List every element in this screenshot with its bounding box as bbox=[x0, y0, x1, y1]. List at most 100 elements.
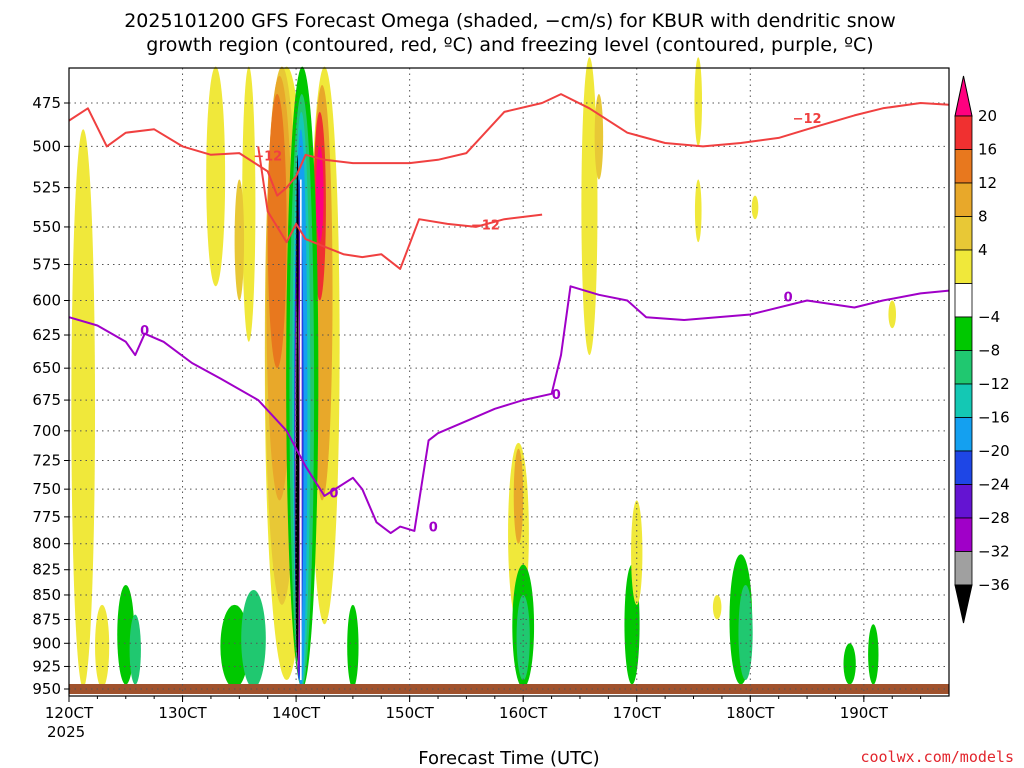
contour-label-0: −12 bbox=[793, 112, 822, 127]
colorbar-bottom-arrow bbox=[954, 584, 973, 624]
y-tick-label-575: 575 bbox=[32, 256, 61, 274]
omega-blob-20 bbox=[95, 604, 110, 688]
contour-label-4: 0 bbox=[552, 388, 561, 403]
contour-layer bbox=[68, 93, 950, 535]
omega-blob-8 bbox=[206, 66, 226, 287]
colorbar-swatch-4 bbox=[954, 216, 973, 251]
colorbar-label-13: −36 bbox=[978, 576, 1010, 594]
colorbar-swatch-5 bbox=[954, 249, 973, 284]
omega-blob-28 bbox=[712, 594, 722, 620]
omega-blob-14 bbox=[241, 589, 266, 688]
y-tick-label-850: 850 bbox=[32, 586, 61, 604]
contour-label-2: −12 bbox=[253, 149, 282, 164]
x-tick-label-170CT: 170CT bbox=[613, 704, 662, 722]
x-axis-ticks: 120CT 130CT 140CT 150CT 160CT 170CT 180CT 190CT bbox=[45, 696, 922, 722]
contour-labels: −12 −12 −12 0 0 0 0 0 bbox=[140, 112, 821, 536]
omega-blob-15 bbox=[347, 604, 359, 688]
y-tick-label-950: 950 bbox=[32, 680, 61, 698]
omega-core-9 bbox=[296, 154, 299, 356]
omega-blob-25 bbox=[843, 643, 856, 685]
colorbar-label-8: −16 bbox=[978, 409, 1010, 427]
omega-blob-33 bbox=[581, 57, 598, 356]
omega-blob-29 bbox=[888, 300, 897, 329]
contour-label-5: 0 bbox=[784, 291, 793, 306]
dgz-upper-contour bbox=[68, 93, 950, 197]
omega-blob-34 bbox=[594, 94, 604, 180]
contour-label-7: 0 bbox=[429, 521, 438, 536]
chart-title-line1: 2025101200 GFS Forecast Omega (shaded, −… bbox=[124, 10, 896, 32]
y-tick-label-475: 475 bbox=[32, 94, 61, 112]
colorbar-label-2: 12 bbox=[978, 174, 997, 192]
omega-blob-17 bbox=[516, 594, 530, 681]
x-tick-label-150CT: 150CT bbox=[386, 704, 435, 722]
y-tick-label-875: 875 bbox=[32, 610, 61, 628]
omega-core-outline bbox=[300, 179, 302, 681]
colorbar-swatch-6 bbox=[954, 283, 973, 318]
omega-blob-31 bbox=[694, 179, 702, 243]
y-tick-label-900: 900 bbox=[32, 634, 61, 652]
omega-blob-3 bbox=[267, 94, 287, 369]
colorbar-swatch-12 bbox=[954, 484, 973, 519]
colorbar-label-6: −8 bbox=[978, 342, 1000, 360]
chart-title-line2: growth region (contoured, red, ºC) and f… bbox=[146, 34, 873, 56]
omega-blob-32 bbox=[751, 195, 759, 220]
y-tick-label-825: 825 bbox=[32, 561, 61, 579]
colorbar-swatch-10 bbox=[954, 417, 973, 452]
colorbar-swatch-3 bbox=[954, 182, 973, 217]
colorbar-label-9: −20 bbox=[978, 442, 1010, 460]
y-tick-label-550: 550 bbox=[32, 218, 61, 236]
colorbar-label-11: −28 bbox=[978, 509, 1010, 527]
dotted-grid bbox=[68, 68, 949, 696]
y-tick-label-800: 800 bbox=[32, 535, 61, 553]
y-tick-label-925: 925 bbox=[32, 657, 61, 675]
y-axis-ticks: 475 500 525 550 575 600 625 650 675 700 725 750 775 8… bbox=[32, 94, 69, 698]
colorbar-swatch-14 bbox=[954, 551, 973, 586]
plot-frame bbox=[68, 67, 950, 697]
x-tick-label-130CT: 130CT bbox=[158, 704, 207, 722]
colorbar-swatch-13 bbox=[954, 517, 973, 552]
y-tick-label-775: 775 bbox=[32, 508, 61, 526]
colorbar-top-arrow bbox=[954, 75, 973, 117]
colorbar-swatch-11 bbox=[954, 450, 973, 485]
omega-blob-30 bbox=[694, 57, 703, 147]
colorbar-swatch-7 bbox=[954, 316, 973, 351]
omega-blob-10 bbox=[234, 179, 245, 301]
colorbar-label-12: −32 bbox=[978, 543, 1010, 561]
colorbar-label-3: 8 bbox=[978, 208, 988, 226]
colorbar-swatch-2 bbox=[954, 149, 973, 184]
y-tick-label-700: 700 bbox=[32, 422, 61, 440]
dgz-lower-contour bbox=[257, 146, 543, 270]
omega-blob-12 bbox=[513, 448, 524, 544]
colorbar-label-10: −24 bbox=[978, 476, 1010, 494]
x-tick-label-160CT: 160CT bbox=[499, 704, 548, 722]
x-year-label: 2025 bbox=[47, 723, 85, 741]
colorbar-label-5: −4 bbox=[978, 308, 1000, 326]
colorbar: 20 16 12 8 4 −4 −8 −12 −16 −20 −24 −28 −32 −36 bbox=[954, 75, 1010, 624]
omega-blob-21 bbox=[71, 129, 96, 688]
x-tick-label-180CT: 180CT bbox=[726, 704, 775, 722]
y-tick-label-600: 600 bbox=[32, 292, 61, 310]
omega-blob-26 bbox=[868, 624, 879, 685]
colorbar-label-0: 20 bbox=[978, 107, 997, 125]
freezing-level-contour bbox=[68, 285, 950, 535]
x-tick-label-120CT: 120CT bbox=[45, 704, 94, 722]
omega-blob-24 bbox=[738, 584, 753, 681]
omega-blob-19 bbox=[129, 614, 141, 685]
x-axis-label: Forecast Time (UTC) bbox=[418, 748, 599, 768]
colorbar-label-7: −12 bbox=[978, 375, 1010, 393]
colorbar-swatch-9 bbox=[954, 383, 973, 418]
colorbar-swatch-1 bbox=[954, 115, 973, 150]
y-tick-label-750: 750 bbox=[32, 480, 61, 498]
contour-label-1: −12 bbox=[471, 218, 500, 233]
omega-blob-9 bbox=[242, 66, 256, 342]
credit-link[interactable]: coolwx.com/models bbox=[860, 748, 1014, 766]
colorbar-label-1: 16 bbox=[978, 141, 997, 159]
contour-label-6: 0 bbox=[329, 487, 338, 502]
colorbar-swatch-8 bbox=[954, 350, 973, 385]
colorbar-label-4: 4 bbox=[978, 241, 988, 259]
y-tick-label-675: 675 bbox=[32, 391, 61, 409]
y-tick-label-650: 650 bbox=[32, 359, 61, 377]
y-tick-label-525: 525 bbox=[32, 179, 61, 197]
y-tick-label-500: 500 bbox=[32, 137, 61, 155]
